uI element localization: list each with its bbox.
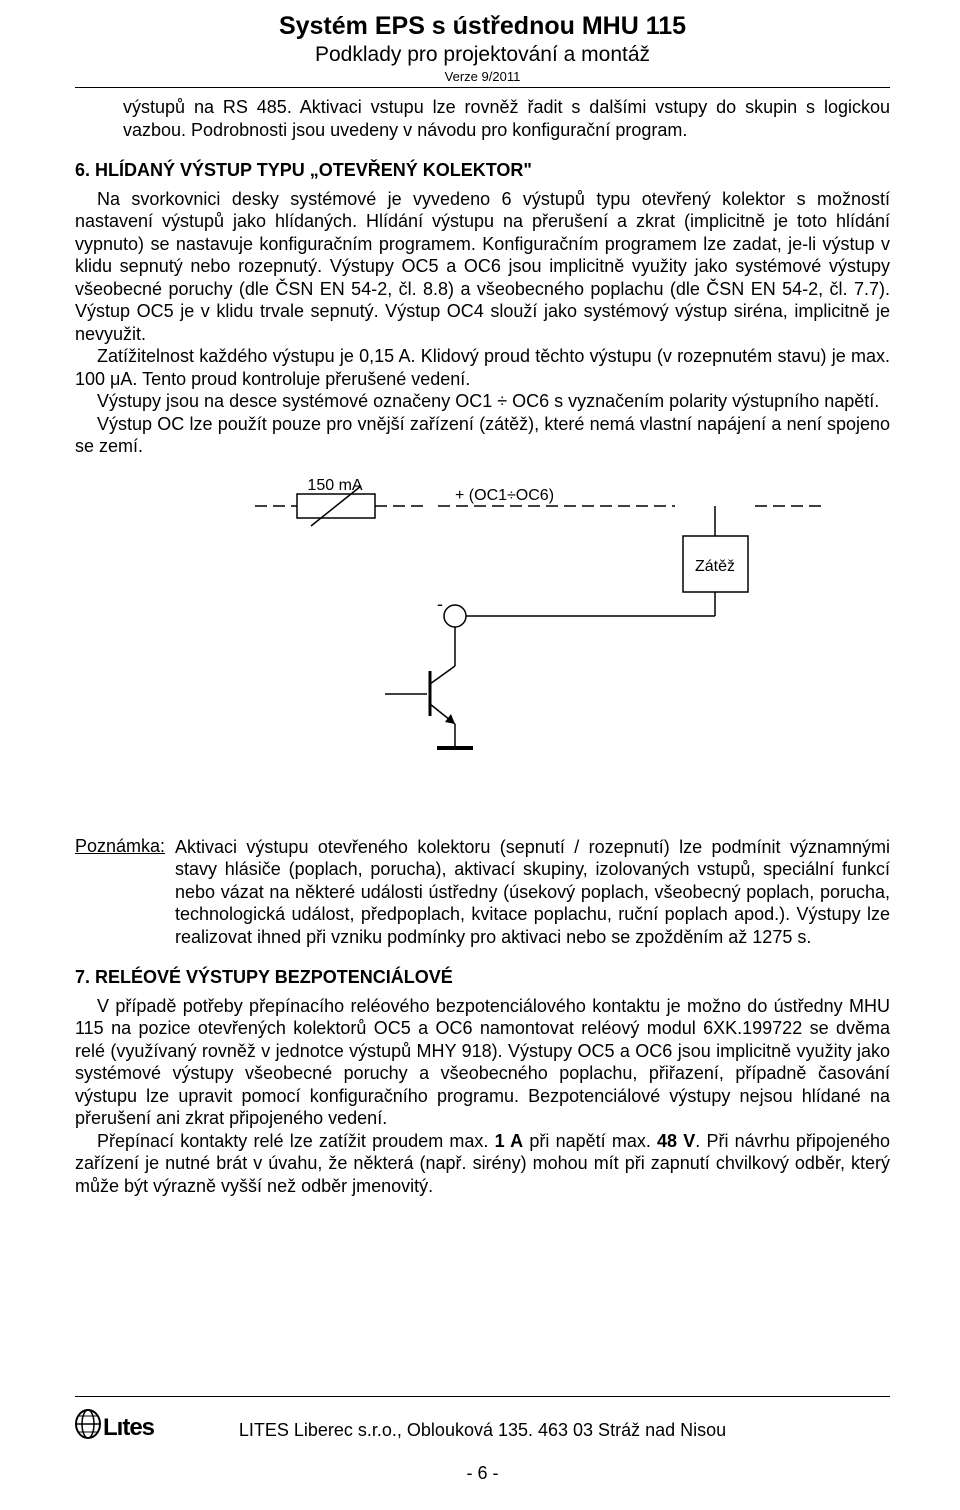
plus-terminal-label: + (OC1÷OC6): [455, 487, 554, 504]
note-block: Poznámka: Aktivaci výstupu otevřeného ko…: [75, 836, 890, 949]
minus-terminal-label: -: [437, 594, 443, 614]
version-label: Verze 9/2011: [75, 69, 890, 84]
note-text: Aktivaci výstupu otevřeného kolektoru (s…: [175, 836, 890, 949]
section-6-paragraph-3: Výstupy jsou na desce systémové označeny…: [75, 390, 890, 413]
section-6-paragraph-2: Zatížitelnost každého výstupu je 0,15 A.…: [75, 345, 890, 390]
circuit-diagram: 150 mA + (OC1÷OC6) Zátěž -: [255, 476, 825, 766]
section-7-paragraph-2: Přepínací kontakty relé lze zatížit prou…: [75, 1130, 890, 1198]
section-6-paragraph-1: Na svorkovnici desky systémové je vyvede…: [75, 188, 890, 346]
section-6-paragraph-4: Výstup OC lze použít pouze pro vnější za…: [75, 413, 890, 458]
page-subtitle: Podklady pro projektování a montáž: [75, 43, 890, 67]
section-7-paragraph-1: V případě potřeby přepínacího reléového …: [75, 995, 890, 1130]
continuation-paragraph: výstupů na RS 485. Aktivaci vstupu lze r…: [75, 96, 890, 141]
note-label: Poznámka:: [75, 836, 165, 856]
load-label: Zátěž: [695, 558, 735, 575]
footer-divider: [75, 1396, 890, 1397]
footer-company: LITES Liberec s.r.o., Oblouková 135. 463…: [175, 1420, 790, 1441]
page-number: - 6 -: [75, 1463, 890, 1484]
section-6-heading: 6. HLÍDANÝ VÝSTUP TYPU „OTEVŘENÝ KOLEKTO…: [75, 159, 890, 182]
section-7-heading: 7. RELÉOVÉ VÝSTUPY BEZPOTENCIÁLOVÉ: [75, 966, 890, 989]
fuse-label: 150 mA: [307, 477, 362, 494]
header-divider: [75, 87, 890, 88]
svg-text:Lıtes: Lıtes: [103, 1414, 155, 1441]
page-title: Systém EPS s ústřednou MHU 115: [75, 12, 890, 41]
lites-logo: Lıtes: [75, 1407, 175, 1441]
